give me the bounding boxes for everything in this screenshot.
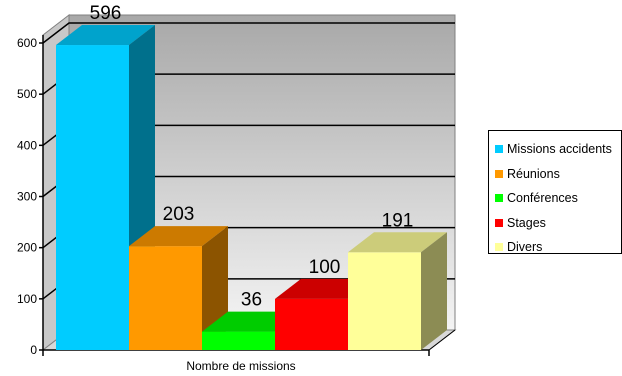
gridline — [42, 22, 455, 44]
legend-item: Conférences — [489, 186, 621, 211]
bar-front — [348, 252, 421, 350]
y-tick-label: 400 — [17, 138, 37, 152]
bar-front — [202, 331, 275, 350]
bar — [348, 232, 447, 350]
legend-label: Conférences — [507, 191, 578, 206]
legend-item: Missions accidents — [489, 137, 621, 162]
y-tick-label: 500 — [17, 87, 37, 101]
bar-top — [348, 232, 447, 253]
y-tick-label: 200 — [17, 241, 37, 255]
bar-front — [129, 246, 202, 350]
x-axis-label: Nombre de missions — [186, 359, 295, 373]
legend: Missions accidents Réunions Conférences Sta… — [488, 130, 622, 254]
data-label: 203 — [163, 204, 195, 225]
data-labels: 596 203 36 100 191 — [90, 3, 414, 311]
legend-label: Divers — [507, 240, 543, 254]
data-label: 596 — [90, 3, 122, 24]
legend-swatch — [495, 145, 503, 154]
legend-swatch — [495, 194, 503, 203]
bar-side — [421, 232, 447, 350]
legend-swatch — [495, 243, 503, 252]
bar — [129, 226, 228, 350]
legend-item: Divers — [489, 235, 621, 254]
legend-item: Stages — [489, 211, 621, 236]
bars — [56, 25, 447, 351]
legend-label: Réunions — [507, 166, 560, 181]
floor-edge — [428, 329, 456, 351]
legend-item: Réunions — [489, 162, 621, 187]
data-label: 100 — [309, 257, 341, 278]
bar-front — [275, 298, 348, 350]
legend-label: Stages — [507, 215, 546, 230]
bar-top — [56, 25, 155, 46]
y-tick-labels: 0 100 200 300 400 500 600 — [17, 36, 37, 357]
y-tick-label: 300 — [17, 190, 37, 204]
y-tick-label: 100 — [17, 292, 37, 306]
y-tick-label: 0 — [30, 343, 37, 357]
legend-label: Missions accidents — [507, 142, 612, 157]
legend-swatch — [495, 169, 503, 178]
data-label: 36 — [241, 290, 262, 311]
bar-top — [129, 226, 228, 247]
bar-front — [56, 45, 129, 351]
y-tick-label: 600 — [17, 36, 37, 50]
data-label: 191 — [382, 210, 414, 231]
legend-swatch — [495, 218, 503, 227]
